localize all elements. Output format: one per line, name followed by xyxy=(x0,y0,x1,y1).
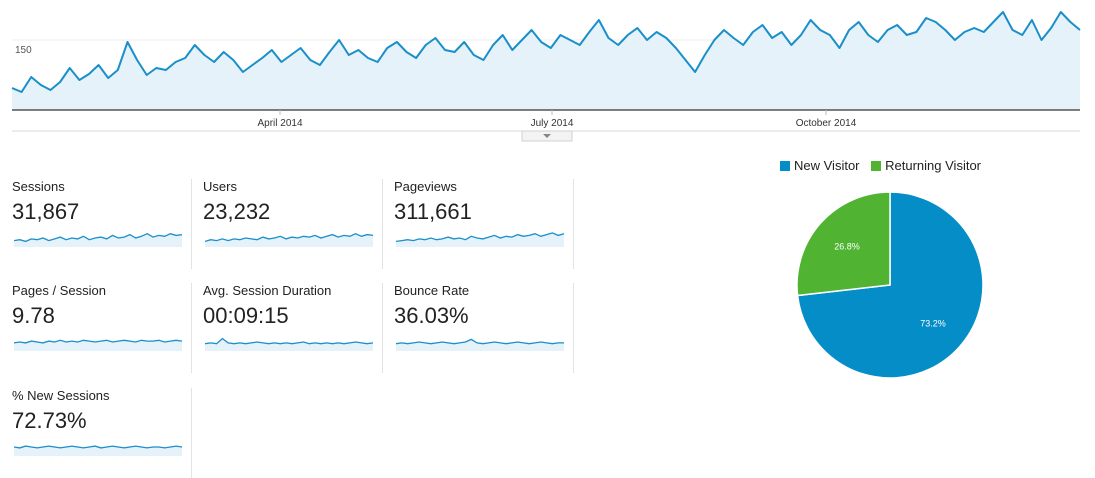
series-line xyxy=(11,11,1081,93)
divider xyxy=(191,283,192,373)
metric-label: Bounce Rate xyxy=(394,283,470,298)
sparkline-line xyxy=(14,232,183,243)
sparkline-fill xyxy=(396,339,564,351)
metric-value: 311,661 xyxy=(394,199,472,224)
divider xyxy=(573,283,574,373)
metric-value: 36.03% xyxy=(394,303,469,328)
sparkline xyxy=(14,339,183,351)
x-tick-label-october: October 2014 xyxy=(796,118,857,129)
sparkline xyxy=(205,232,374,247)
sparkline xyxy=(396,338,564,351)
metric-label: Pageviews xyxy=(394,179,457,194)
divider xyxy=(191,388,192,478)
metric-value: 72.73% xyxy=(12,408,87,433)
sparkline xyxy=(14,445,183,456)
divider xyxy=(191,179,192,269)
sparkline-fill xyxy=(14,446,182,456)
metric-value: 31,867 xyxy=(12,199,80,224)
sparkline xyxy=(205,337,374,351)
metric-pages-per-session[interactable]: Pages / Session 9.78 xyxy=(12,283,192,373)
legend-item-returning-visitor[interactable]: Returning Visitor xyxy=(871,158,981,173)
sparkline-line xyxy=(205,337,374,345)
metric-label: % New Sessions xyxy=(12,388,110,403)
pie-legend: New Visitor Returning Visitor xyxy=(780,158,989,173)
x-tick-label-april: April 2014 xyxy=(257,118,302,129)
legend-swatch xyxy=(780,161,790,171)
divider xyxy=(382,179,383,269)
sparkline-line xyxy=(396,232,565,243)
sparkline-fill xyxy=(14,340,182,351)
metric-avg-session-duration[interactable]: Avg. Session Duration 00:09:15 xyxy=(203,283,383,373)
metric-pageviews[interactable]: Pageviews 311,661 xyxy=(394,179,574,269)
divider xyxy=(573,179,574,269)
metric-bounce-rate[interactable]: Bounce Rate 36.03% xyxy=(394,283,574,373)
legend-label: Returning Visitor xyxy=(885,158,982,173)
metric-label: Pages / Session xyxy=(12,283,106,298)
metric-sessions[interactable]: Sessions 31,867 xyxy=(12,179,192,269)
legend-swatch xyxy=(871,161,882,171)
legend-label: New Visitor xyxy=(794,158,860,173)
pie-slice-label: 73.2% xyxy=(920,318,946,328)
sessions-area-chart: 150 April 2014 July 2014 October 2014 xyxy=(11,11,1081,142)
metric-value: 9.78 xyxy=(12,303,55,328)
metric-label: Sessions xyxy=(12,179,65,194)
metric-value: 23,232 xyxy=(203,199,271,224)
pie-slice-label: 26.8% xyxy=(834,242,860,252)
y-tick-label: 150 xyxy=(15,45,32,56)
sparkline xyxy=(396,232,565,247)
sparkline-fill xyxy=(205,338,373,351)
metric-label: Users xyxy=(203,179,237,194)
sparkline-fill xyxy=(205,233,373,247)
metric-value: 00:09:15 xyxy=(203,303,289,328)
x-tick-label-july: July 2014 xyxy=(531,118,574,129)
metric-label: Avg. Session Duration xyxy=(203,283,332,298)
area-fill xyxy=(12,12,1080,110)
legend-item-new-visitor[interactable]: New Visitor xyxy=(780,158,860,173)
sparkline-line xyxy=(14,445,183,449)
metric-users[interactable]: Users 23,232 xyxy=(203,179,383,269)
pie-slice-returning-visitor[interactable] xyxy=(796,191,891,297)
metric-new-sessions[interactable]: % New Sessions 72.73% xyxy=(12,388,192,478)
sparkline xyxy=(14,232,183,247)
sparkline-line xyxy=(396,338,564,345)
sparkline-line xyxy=(205,232,374,243)
visitor-type-pie-chart: 73.2% 26.8% xyxy=(796,191,984,379)
divider xyxy=(382,283,383,373)
chart-resize-handle[interactable] xyxy=(521,130,573,142)
sparkline-line xyxy=(14,339,183,344)
chevron-down-icon xyxy=(543,134,551,138)
